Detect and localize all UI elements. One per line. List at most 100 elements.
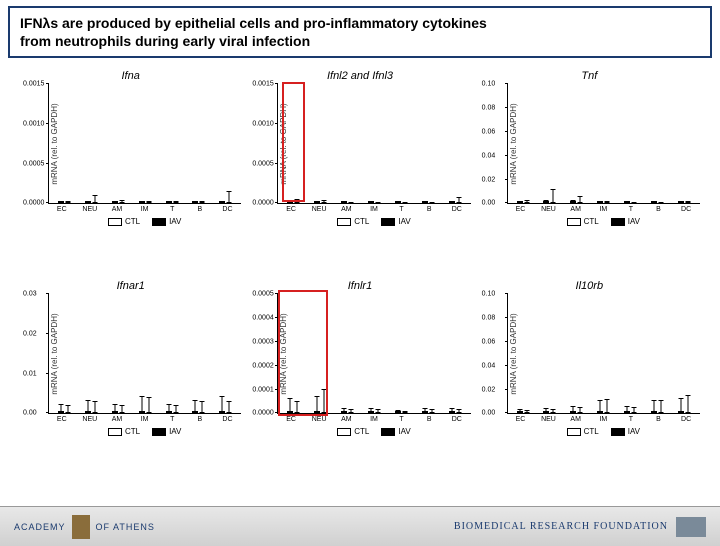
legend: CTLIAV: [277, 427, 470, 436]
bar-ctl: [422, 411, 428, 413]
charts-grid: IfnamRNA (rel. to GAPDH)0.00000.00050.00…: [0, 62, 720, 482]
ytick-label: 0.00: [482, 410, 496, 417]
bar-ctl: [85, 411, 91, 413]
bar-ctl: [422, 201, 428, 203]
ytick-label: 0.0005: [252, 160, 273, 167]
bar-group-dc: [678, 201, 691, 203]
xtick-label: B: [652, 416, 666, 423]
chart-ifnl23: Ifnl2 and Ifnl3mRNA (rel. to GAPDH)0.000…: [249, 70, 470, 272]
bar-group-im: [139, 411, 152, 413]
legend-iav: IAV: [152, 427, 181, 436]
ytick-label: 0.0010: [252, 121, 273, 128]
xtick-label: NEU: [541, 416, 555, 423]
bar-group-t: [166, 201, 179, 203]
legend: CTLIAV: [507, 427, 700, 436]
legend: CTLIAV: [507, 217, 700, 226]
x-labels: ECNEUAMIMTBDC: [48, 206, 241, 213]
xtick-label: DC: [679, 206, 693, 213]
chart-title: Ifnar1: [20, 280, 241, 292]
bar-ctl: [314, 201, 320, 203]
bar-ctl: [597, 411, 603, 413]
plot-area: 0.00000.00010.00020.00030.00040.0005: [277, 294, 470, 414]
bar-ctl: [651, 411, 657, 413]
xtick-label: DC: [679, 416, 693, 423]
bar-group-b: [651, 411, 664, 413]
bar-group-im: [597, 411, 610, 413]
bar-ctl: [112, 201, 118, 203]
bar-ctl: [517, 411, 523, 413]
xtick-label: DC: [450, 416, 464, 423]
bar-group-am: [112, 411, 125, 413]
bar-ctl: [543, 201, 549, 203]
bar-group-b: [192, 201, 205, 203]
chart-title: Ifnl2 and Ifnl3: [249, 70, 470, 82]
ytick-label: 0.0002: [252, 362, 273, 369]
ytick-label: 0.00: [23, 410, 37, 417]
brf-building-icon: [676, 517, 706, 537]
bar-group-dc: [219, 201, 232, 203]
bar-ctl: [570, 201, 576, 203]
legend-ctl: CTL: [108, 217, 140, 226]
legend-iav: IAV: [381, 427, 410, 436]
bar-group-t: [395, 201, 408, 203]
bar-group-t: [395, 411, 408, 413]
bar-group-am: [112, 201, 125, 203]
chart-ifna: IfnamRNA (rel. to GAPDH)0.00000.00050.00…: [20, 70, 241, 272]
bar-group-ec: [58, 201, 71, 203]
bar-ctl: [139, 411, 145, 413]
chart-title: Ifna: [20, 70, 241, 82]
chart-ifnar1: Ifnar1mRNA (rel. to GAPDH)0.000.010.020.…: [20, 280, 241, 482]
bar-ctl: [58, 411, 64, 413]
legend: CTLIAV: [48, 427, 241, 436]
xtick-label: AM: [569, 206, 583, 213]
ytick-label: 0.10: [482, 291, 496, 298]
footer: ACADEMY OF ATHENS BIOMEDICAL RESEARCH FO…: [0, 506, 720, 546]
xtick-label: B: [193, 206, 207, 213]
xtick-label: EC: [513, 206, 527, 213]
plot-area: 0.000.010.020.03: [48, 294, 241, 414]
chart-tnf: TnfmRNA (rel. to GAPDH)0.000.020.040.060…: [479, 70, 700, 272]
plot-area: 0.00000.00050.00100.0015: [277, 84, 470, 204]
legend-iav: IAV: [152, 217, 181, 226]
xtick-label: T: [395, 206, 409, 213]
xtick-label: NEU: [312, 416, 326, 423]
xtick-label: DC: [220, 416, 234, 423]
legend-iav: IAV: [381, 217, 410, 226]
ytick-label: 0.06: [482, 338, 496, 345]
bar-group-am: [570, 201, 583, 203]
bar-group-b: [651, 201, 664, 203]
bar-group-im: [139, 201, 152, 203]
xtick-label: EC: [513, 416, 527, 423]
xtick-label: NEU: [541, 206, 555, 213]
bar-ctl: [395, 411, 401, 413]
bar-group-ec: [517, 201, 530, 203]
ytick-label: 0.0015: [252, 81, 273, 88]
ytick-label: 0.04: [482, 362, 496, 369]
bar-group-neu: [314, 201, 327, 203]
xtick-label: IM: [596, 206, 610, 213]
chart-title: Ifnlr1: [249, 280, 470, 292]
bar-ctl: [314, 411, 320, 413]
bar-group-ec: [58, 411, 71, 413]
legend-ctl: CTL: [567, 427, 599, 436]
plot-area: 0.000.020.040.060.080.10: [507, 294, 700, 414]
footer-right: BIOMEDICAL RESEARCH FOUNDATION: [454, 517, 706, 537]
bar-group-b: [422, 411, 435, 413]
ytick-label: 0.0001: [252, 386, 273, 393]
bar-ctl: [85, 201, 91, 203]
xtick-label: DC: [220, 206, 234, 213]
xtick-label: AM: [110, 206, 124, 213]
bar-group-im: [368, 411, 381, 413]
xtick-label: T: [165, 416, 179, 423]
xtick-label: IM: [367, 416, 381, 423]
academy-text: ACADEMY: [14, 522, 66, 532]
header-text: IFNλs are produced by epithelial cells a…: [20, 14, 700, 50]
legend: CTL IAV: [48, 217, 241, 226]
x-labels: ECNEUAMIMTBDC: [507, 206, 700, 213]
ytick-label: 0.02: [23, 331, 37, 338]
xtick-label: IM: [367, 206, 381, 213]
ytick-label: 0.0000: [252, 410, 273, 417]
header-box: IFNλs are produced by epithelial cells a…: [8, 6, 712, 58]
bar-group-dc: [219, 411, 232, 413]
bar-group-neu: [85, 411, 98, 413]
